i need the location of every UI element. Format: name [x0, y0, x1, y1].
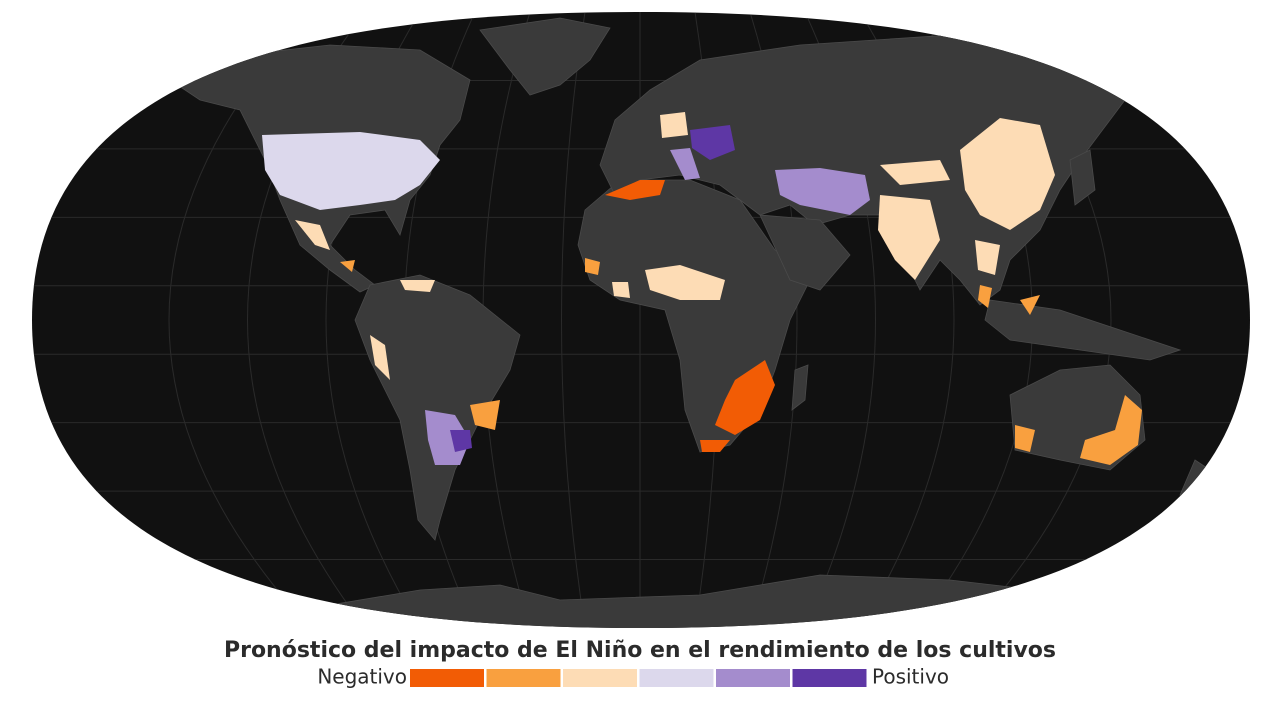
eurasia	[599, 34, 1141, 306]
legend-swatch	[792, 669, 867, 687]
legend-low-label: Negativo	[317, 665, 407, 689]
region-southern-africa	[715, 360, 775, 435]
meridian	[561, 12, 586, 628]
legend-swatch	[716, 669, 790, 687]
region-balkans	[690, 125, 735, 160]
region-north-africa	[605, 180, 665, 200]
region-southeast-asia	[975, 240, 1000, 275]
arabia	[759, 214, 851, 291]
map-body	[32, 12, 1250, 628]
region-west-africa	[585, 258, 600, 275]
region-east-australia	[1080, 395, 1142, 465]
region-china	[960, 118, 1055, 230]
region-philippines	[1020, 295, 1040, 315]
madagascar	[791, 364, 809, 411]
region-ghana	[612, 282, 630, 298]
region-argentina	[425, 410, 470, 465]
south-america	[354, 274, 521, 541]
region-italy	[670, 148, 700, 180]
crop-impact-regions	[262, 112, 1142, 465]
region-middle-east	[775, 168, 870, 215]
region-usa	[262, 132, 440, 210]
region-uruguay	[450, 430, 472, 452]
region-thailand	[978, 285, 992, 308]
region-south-africa-coast	[700, 440, 730, 452]
region-sahel	[645, 265, 725, 300]
region-peru	[370, 335, 390, 380]
legend-swatch	[486, 669, 561, 687]
map-title: Pronóstico del impacto de El Niño en el …	[224, 638, 1056, 663]
japan	[1069, 149, 1096, 206]
region-south-brazil	[470, 400, 500, 430]
southeast-asia-islands	[984, 299, 1182, 361]
region-germany	[660, 112, 688, 138]
legend: Negativo Positivo	[317, 665, 949, 689]
legend-swatch	[563, 669, 637, 687]
region-west-australia	[1015, 425, 1035, 452]
region-india	[878, 195, 940, 280]
region-central-america	[340, 260, 355, 272]
legend-high-label: Positivo	[872, 665, 949, 689]
region-central-asia	[880, 160, 950, 185]
greenland	[479, 17, 611, 96]
region-colombia	[400, 280, 435, 292]
region-mexico	[295, 220, 330, 250]
legend-swatch	[410, 669, 484, 687]
legend-swatch	[639, 669, 714, 687]
